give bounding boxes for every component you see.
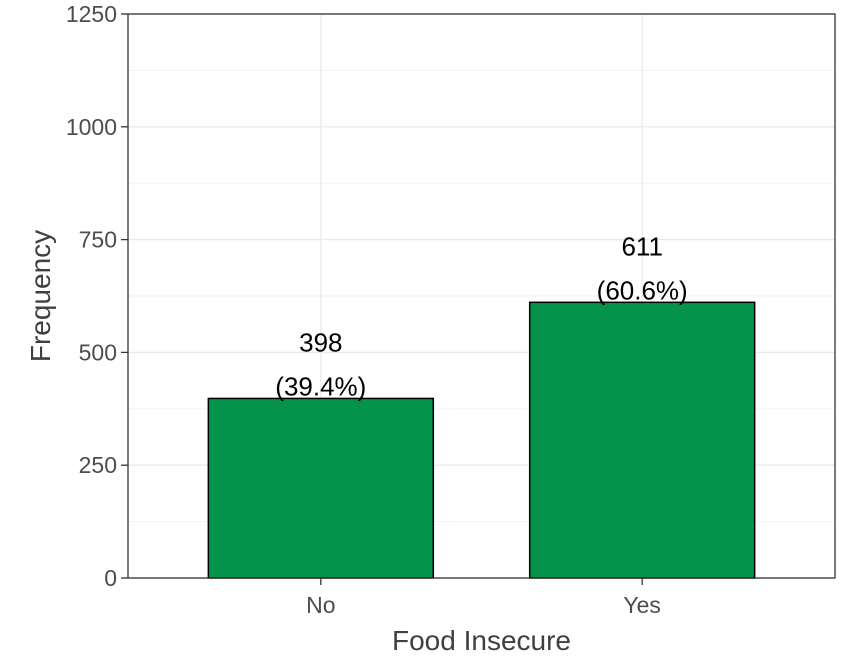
y-tick-label: 250 xyxy=(79,452,117,478)
bars xyxy=(207,301,756,579)
y-tick-label: 0 xyxy=(104,565,117,591)
bar-value-label: 398 xyxy=(299,327,342,357)
data-labels: 398 (39.4%) 611 (60.6%) xyxy=(275,231,687,401)
x-tick-label: Yes xyxy=(623,592,661,618)
y-axis-title: Frequency xyxy=(25,230,56,362)
bar-percent-label: (60.6%) xyxy=(597,275,688,305)
y-tick-label: 500 xyxy=(79,339,117,365)
x-axis-title: Food Insecure xyxy=(392,625,571,656)
y-tick-label: 750 xyxy=(79,227,117,253)
bar-value-label: 611 xyxy=(621,231,662,261)
bar-yes xyxy=(528,301,756,579)
bar-percent-label: (39.4%) xyxy=(275,371,366,401)
y-tick-label: 1250 xyxy=(66,1,117,27)
y-tick-label: 1000 xyxy=(66,114,117,140)
plot-panel-border xyxy=(127,13,836,579)
x-axis: No Yes xyxy=(306,578,661,618)
bar-no xyxy=(207,397,435,579)
y-axis: 0 250 500 750 1000 1250 xyxy=(66,1,128,591)
x-tick-label: No xyxy=(306,592,335,618)
